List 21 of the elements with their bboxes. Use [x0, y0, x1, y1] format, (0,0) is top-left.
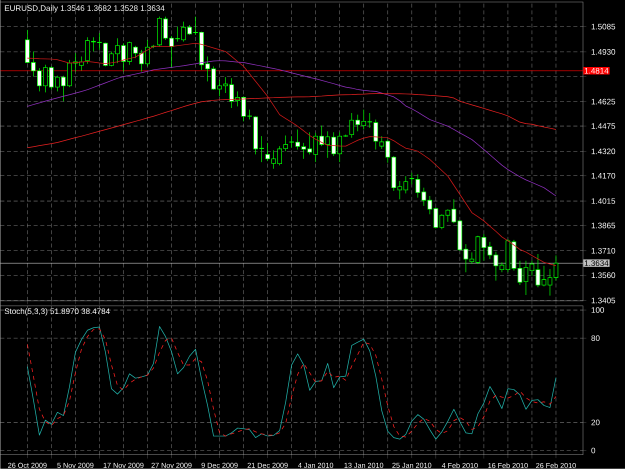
candlestick: [373, 119, 378, 150]
y-tick-label: 1.4320: [592, 148, 616, 154]
y-tick-label: 1.5085: [592, 24, 616, 30]
y-tick-label: 20: [591, 420, 600, 426]
y-tick-label: 1.4015: [592, 198, 616, 204]
y-tick-label: 1.3560: [592, 272, 616, 278]
y-tick-label: 80: [591, 336, 600, 342]
y-tick-label: 1.3865: [592, 222, 616, 229]
y-tick-label: 1.4475: [592, 124, 616, 130]
ref-line-label: 1.3634: [584, 260, 608, 266]
ref-line-label: 1.4814: [584, 68, 608, 74]
y-tick-label: 100: [592, 307, 604, 314]
chart-title: EURUSD,Daily 1.3546 1.3682 1.3528 1.3634: [4, 5, 164, 13]
y-tick-label: 0: [591, 448, 596, 454]
y-tick-label: 1.4930: [592, 49, 616, 55]
candlestick: [409, 172, 414, 185]
y-tick-label: 1.4625: [592, 99, 616, 105]
y-tick-label: 1.4170: [592, 173, 616, 179]
chart-title: Stoch(5,3,3) 51.8970 38.4784: [4, 308, 110, 316]
y-tick-label: 1.3405: [592, 298, 616, 304]
y-tick-label: 1.3710: [592, 248, 616, 254]
